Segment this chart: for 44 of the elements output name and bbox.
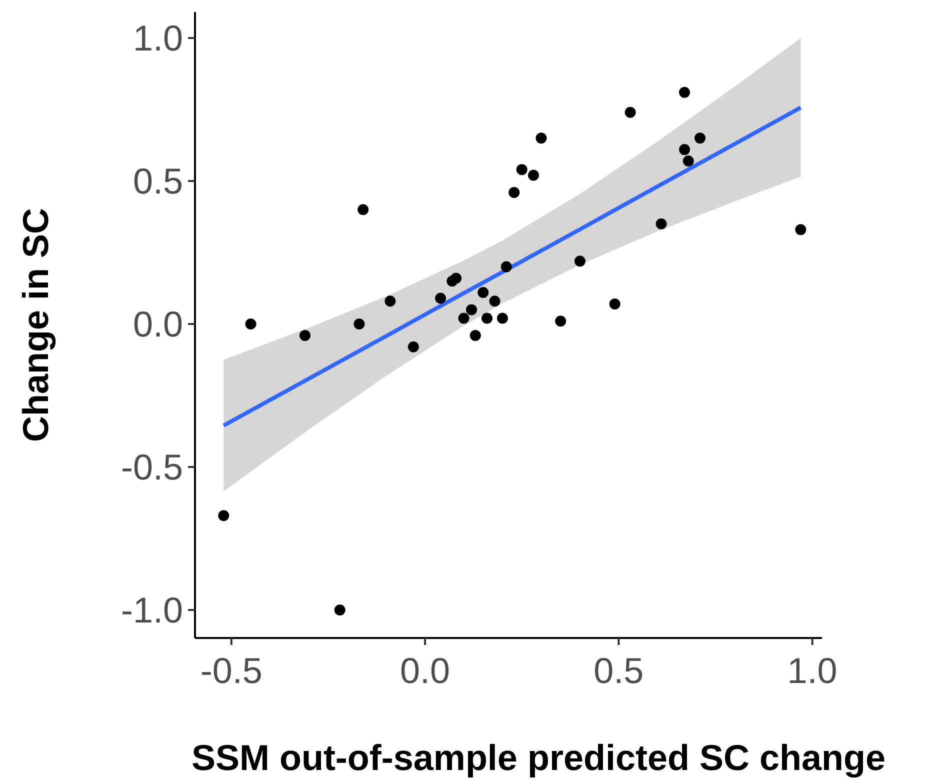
- x-tick-label: 0.5: [594, 650, 644, 691]
- point: [536, 132, 547, 144]
- point: [218, 510, 230, 522]
- point: [334, 604, 346, 616]
- point: [656, 218, 667, 230]
- point: [679, 144, 690, 156]
- point: [609, 298, 620, 310]
- point: [500, 261, 512, 272]
- point: [516, 164, 528, 176]
- y-tick-label: -1.0: [120, 590, 183, 631]
- y-tick-label: 0.0: [132, 304, 183, 345]
- point: [478, 287, 489, 298]
- line-series: [222, 106, 803, 428]
- point: [496, 312, 508, 324]
- point: [694, 132, 706, 144]
- point: [470, 330, 481, 341]
- point: [450, 272, 462, 284]
- point: [624, 106, 636, 118]
- point: [458, 312, 470, 324]
- point: [679, 86, 690, 98]
- point: [555, 316, 566, 327]
- x-axis-title: SSM out-of-sample predicted SC change: [191, 737, 886, 778]
- point: [795, 224, 806, 236]
- y-tick-label: 1.0: [132, 18, 183, 59]
- y-tick-label: -0.5: [120, 446, 183, 488]
- x-tick-label: -0.5: [200, 650, 262, 691]
- point: [482, 312, 493, 324]
- point: [682, 155, 694, 166]
- point: [466, 304, 478, 316]
- y-axis-title: Change in SC: [15, 208, 56, 442]
- point: [299, 330, 310, 341]
- point: [354, 318, 365, 330]
- point: [408, 341, 419, 352]
- point: [384, 296, 396, 307]
- point: [245, 318, 256, 330]
- point: [489, 296, 500, 307]
- point: [435, 292, 446, 304]
- point: [528, 170, 539, 181]
- y-tick-label: 0.5: [132, 160, 183, 202]
- x-tick-label: 1.0: [787, 650, 838, 691]
- point: [508, 186, 520, 198]
- point: [358, 204, 369, 216]
- point: [574, 256, 586, 267]
- x-tick-label: 0.0: [400, 650, 450, 691]
